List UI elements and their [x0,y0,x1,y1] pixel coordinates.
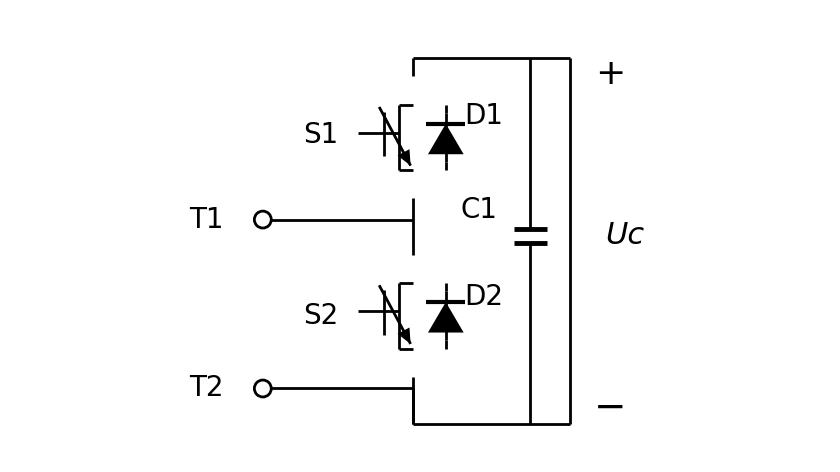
Text: C1: C1 [460,196,497,224]
Polygon shape [397,149,411,166]
Polygon shape [428,302,464,333]
Text: D2: D2 [465,283,503,311]
Text: T1: T1 [189,206,223,234]
Text: +: + [595,57,625,91]
Text: S1: S1 [302,121,338,149]
Text: Uc: Uc [606,221,644,251]
Text: −: − [594,388,627,426]
Text: T2: T2 [189,374,223,403]
Polygon shape [428,124,464,154]
Text: D1: D1 [465,102,503,130]
Text: S2: S2 [302,302,338,330]
Polygon shape [397,328,411,344]
